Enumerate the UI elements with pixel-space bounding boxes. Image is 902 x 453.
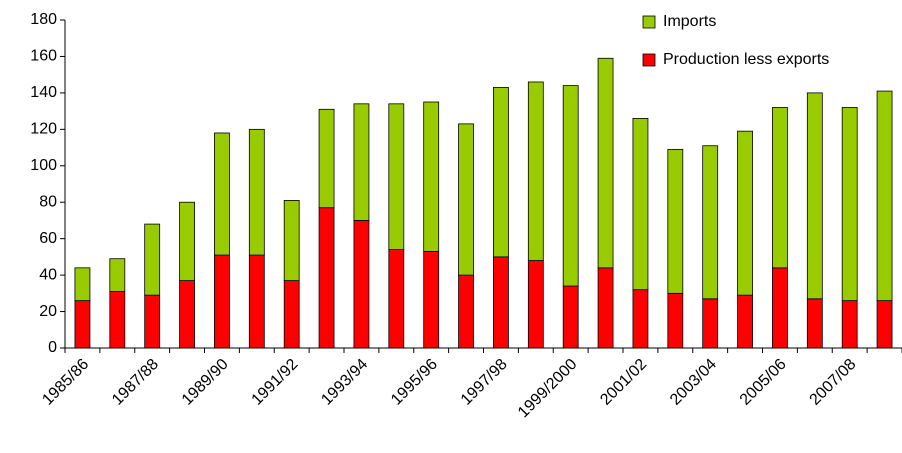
bar-segment <box>841 300 858 349</box>
bar-segment <box>702 298 719 349</box>
bar-segment <box>841 107 858 302</box>
bar-segment <box>527 260 544 349</box>
bar-segment <box>806 298 823 349</box>
bar-segment <box>248 128 265 256</box>
bar-segment <box>109 291 126 349</box>
bar-segment <box>806 92 823 300</box>
bar-segment <box>144 223 161 296</box>
bar-segment <box>458 123 474 276</box>
bar-segment <box>458 274 474 349</box>
y-tick-label: 160 <box>30 48 57 65</box>
bar-segment <box>214 132 230 256</box>
bar-segment <box>597 267 614 349</box>
bar-segment <box>562 285 579 349</box>
bar-segment <box>214 254 230 349</box>
bar-segment <box>667 292 684 349</box>
x-tick-label: 2005/06 <box>737 356 790 409</box>
x-tick-label: 1995/96 <box>388 356 441 409</box>
x-tick-label: 1985/86 <box>39 356 92 409</box>
y-tick-label: 40 <box>39 266 57 283</box>
x-tick-label: 2003/04 <box>667 356 720 409</box>
bar-segment <box>109 258 126 292</box>
legend-label: Production less exports <box>663 51 829 68</box>
bar-segment <box>876 90 893 302</box>
bar-segment <box>318 108 335 209</box>
x-tick-label: 1989/90 <box>179 356 232 409</box>
bar-segment <box>597 57 614 269</box>
x-tick-label: 1999/2000 <box>515 356 581 422</box>
bar-segment <box>423 101 440 252</box>
y-tick-label: 120 <box>30 121 57 138</box>
bar-segment <box>179 280 195 349</box>
y-tick-label: 0 <box>48 339 57 356</box>
bar-segment <box>876 300 893 349</box>
bar-segment <box>318 207 335 349</box>
x-tick-label: 2001/02 <box>597 356 650 409</box>
x-tick-label: 2007/08 <box>807 356 860 409</box>
legend-swatch <box>642 15 656 29</box>
bar-segment <box>353 103 370 221</box>
bar-segment <box>632 118 649 291</box>
legend-label: Imports <box>663 13 716 30</box>
bar-segment <box>737 130 753 296</box>
x-tick-label: 1987/88 <box>109 356 162 409</box>
bar-segment <box>144 294 161 349</box>
bar-segment <box>737 294 753 349</box>
legend-swatch <box>642 53 656 67</box>
bar-segment <box>667 148 684 294</box>
bar-segment <box>702 145 719 300</box>
x-tick-label: 1991/92 <box>249 356 302 409</box>
bar-segment <box>388 249 405 349</box>
bar-segment <box>74 300 91 349</box>
bar-segment <box>248 254 265 349</box>
y-tick-label: 60 <box>39 230 57 247</box>
bar-segment <box>493 256 509 349</box>
y-tick-label: 80 <box>39 193 57 210</box>
bar-segment <box>632 289 649 349</box>
bar-segment <box>74 267 91 302</box>
x-tick-label: 1993/94 <box>318 356 371 409</box>
bar-segment <box>283 280 300 349</box>
bar-segment <box>562 85 579 287</box>
y-tick-label: 100 <box>30 157 57 174</box>
bar-segment <box>179 201 195 281</box>
bar-segment <box>388 103 405 250</box>
y-tick-label: 20 <box>39 303 57 320</box>
bar-segment <box>527 81 544 261</box>
bar-segment <box>772 107 788 269</box>
bar-segment <box>493 87 509 258</box>
bar-segment <box>423 251 440 349</box>
y-tick-label: 140 <box>30 84 57 101</box>
y-tick-label: 180 <box>30 11 57 28</box>
bar-segment <box>283 199 300 281</box>
bar-segment <box>353 220 370 349</box>
bar-segment <box>772 267 788 349</box>
x-tick-label: 1997/98 <box>458 356 511 409</box>
